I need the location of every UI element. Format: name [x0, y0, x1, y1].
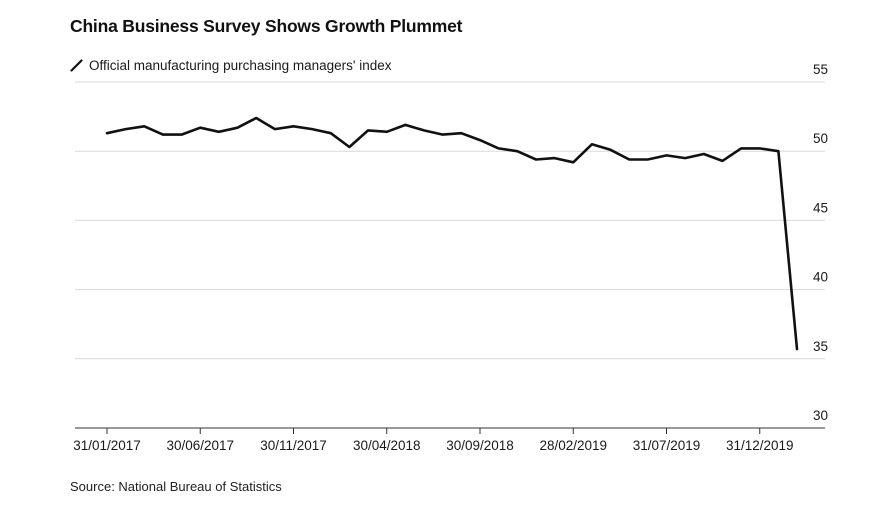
x-tick-label: 31/07/2019 — [633, 438, 701, 453]
legend-label: Official manufacturing purchasing manage… — [89, 58, 392, 73]
y-tick-label-35: 35 — [813, 339, 828, 354]
x-tick-label: 30/04/2018 — [353, 438, 421, 453]
x-tick-label: 30/06/2017 — [166, 438, 234, 453]
chart-title: China Business Survey Shows Growth Plumm… — [70, 16, 463, 36]
x-tick-label: 31/01/2017 — [73, 438, 141, 453]
x-tick-label: 30/11/2017 — [260, 438, 327, 453]
chart-legend: Official manufacturing purchasing manage… — [70, 58, 392, 73]
legend-line-icon — [70, 59, 83, 72]
y-tick-label-50: 50 — [813, 131, 828, 146]
y-tick-label-45: 45 — [813, 200, 828, 215]
series-line-pmi — [105, 116, 799, 351]
x-tick-label: 30/09/2018 — [446, 438, 514, 453]
y-tick-label-30: 30 — [813, 408, 828, 423]
y-tick-label-55: 55 — [813, 62, 828, 77]
y-tick-label-40: 40 — [813, 270, 828, 285]
x-tick-label: 31/12/2019 — [726, 438, 794, 453]
x-tick-label: 28/02/2019 — [539, 438, 607, 453]
source-note: Source: National Bureau of Statistics — [70, 479, 282, 494]
